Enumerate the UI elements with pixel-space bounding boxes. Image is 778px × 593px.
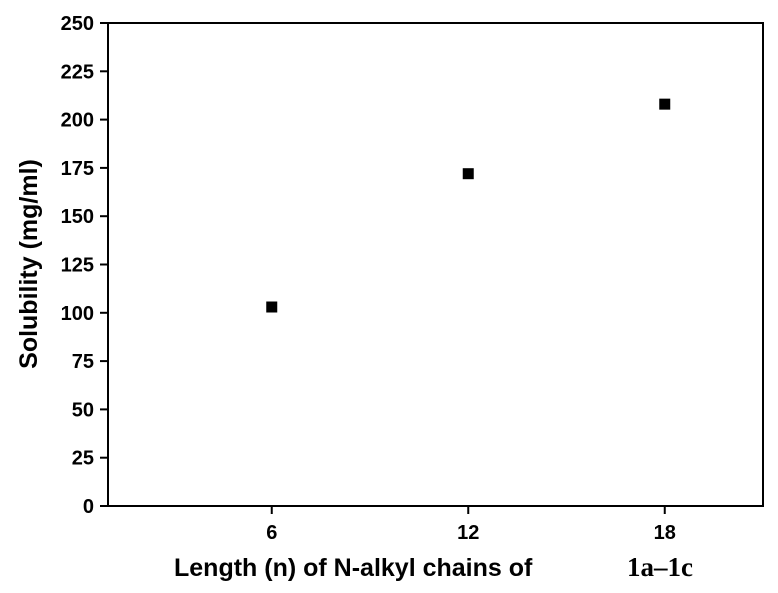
data-points [266, 98, 671, 313]
data-point [462, 168, 474, 180]
x-axis: 6 12 18 [266, 506, 676, 544]
x-tick-label: 6 [266, 522, 277, 544]
x-tick-label: 12 [457, 522, 479, 544]
plot-frame [107, 22, 764, 507]
data-point [659, 98, 671, 110]
y-axis-title: Solubility (mg/ml) [15, 159, 43, 369]
data-point [266, 301, 278, 313]
y-tick-label: 175 [61, 158, 94, 180]
y-tick-label: 0 [83, 496, 94, 518]
y-tick-label: 250 [61, 13, 94, 35]
y-tick-label: 200 [61, 110, 94, 132]
x-tick-label: 18 [654, 522, 676, 544]
y-tick-label: 25 [72, 448, 94, 470]
y-tick-label: 75 [72, 351, 94, 373]
y-tick-label: 150 [61, 206, 94, 228]
y-tick-label: 125 [61, 255, 94, 277]
y-tick-label: 100 [61, 303, 94, 325]
x-axis-title-compound: 1a–1c [627, 552, 693, 582]
y-tick-label: 50 [72, 399, 94, 421]
x-axis-title: Length (n) of N-alkyl chains of [174, 554, 533, 582]
y-axis: 0 25 50 75 100 125 150 175 200 225 250 [61, 13, 108, 518]
y-tick-label: 225 [61, 61, 94, 83]
